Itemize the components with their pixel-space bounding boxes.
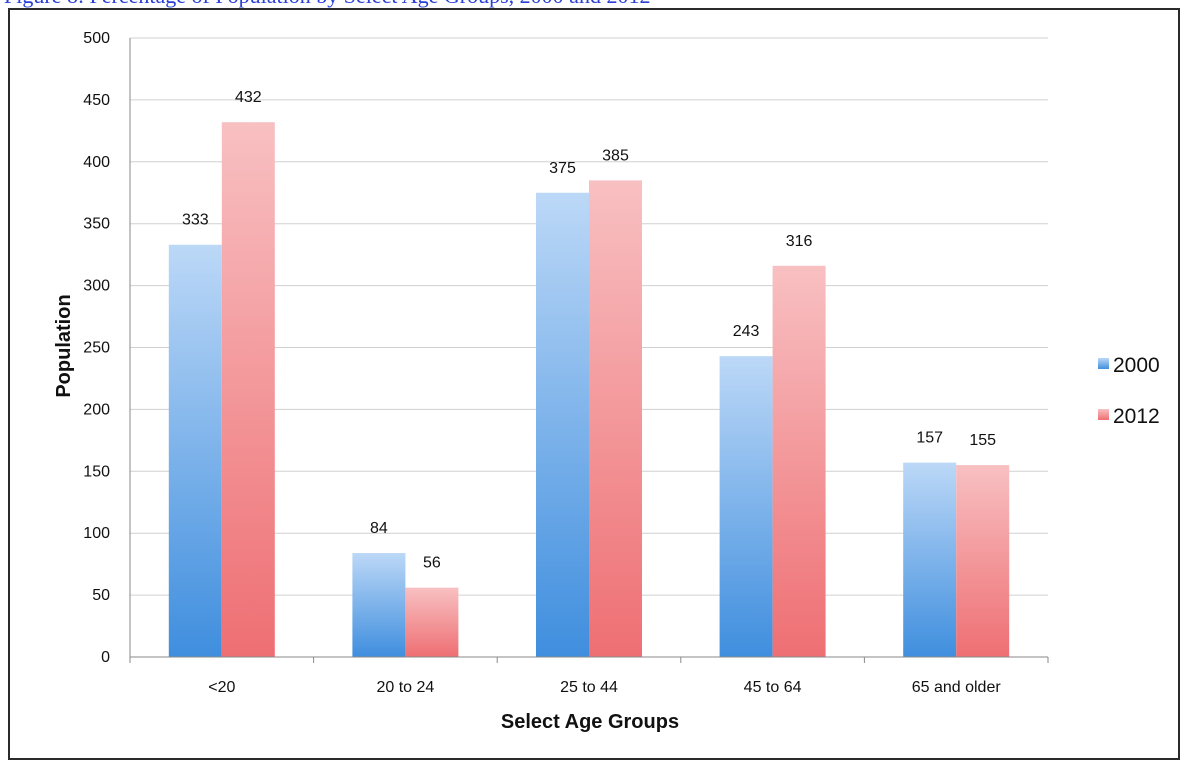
legend-label-2000: 2000 (1113, 354, 1160, 377)
bars (168, 122, 1010, 657)
y-tick-label: 200 (83, 401, 110, 418)
data-label: 385 (602, 147, 629, 164)
bar-2000 (903, 462, 957, 657)
legend-swatch-2000 (1098, 358, 1109, 369)
x-axis-title: Select Age Groups (501, 711, 679, 733)
bar-2012 (956, 465, 1010, 657)
y-tick-label: 450 (83, 92, 110, 109)
bar-2000 (168, 244, 222, 657)
x-tick-label: 20 to 24 (376, 679, 434, 696)
chart-frame (8, 8, 1180, 760)
data-label: 316 (786, 233, 813, 250)
y-tick-label: 50 (92, 587, 110, 604)
axes: 0 50 100 150 200 250 300 350 400 450 500 <20 20 to 2… (83, 30, 1049, 696)
y-tick-label: 100 (83, 525, 110, 542)
y-tick-label: 400 (83, 154, 110, 171)
x-tick-label: <20 (208, 679, 235, 696)
bar-2000 (352, 553, 406, 657)
data-labels: 333 432 84 56 375 385 243 316 157 155 (182, 89, 996, 571)
bar-2012 (772, 265, 826, 657)
y-tick-label: 350 (83, 216, 110, 233)
y-axis-title: Population (53, 294, 75, 397)
legend-swatch-2012 (1098, 409, 1109, 420)
x-tick-label: 65 and older (912, 679, 1002, 696)
y-tick-label: 300 (83, 278, 110, 295)
figure-caption-strip: Figure 8: Percentage of Population by Se… (0, 0, 1189, 8)
y-tick-label: 150 (83, 463, 110, 480)
bar-2000 (536, 192, 589, 657)
bar-2000 (719, 356, 773, 657)
data-label: 432 (235, 89, 262, 106)
y-tick-label: 250 (83, 340, 110, 357)
legend: 2000 2012 (1098, 354, 1160, 428)
x-tick-label: 45 to 64 (744, 679, 802, 696)
y-tick-label: 500 (83, 30, 110, 47)
bar-2012 (221, 122, 275, 657)
data-label: 243 (733, 323, 760, 340)
bar-2012 (405, 587, 459, 657)
x-tick-label: 25 to 44 (560, 679, 618, 696)
y-tick-label: 0 (101, 649, 110, 666)
legend-label-2012: 2012 (1113, 405, 1160, 428)
figure-caption: Figure 8: Percentage of Population by Se… (4, 0, 650, 8)
bar-2012 (589, 180, 642, 657)
data-label: 157 (916, 430, 943, 447)
data-label: 84 (370, 520, 388, 537)
data-label: 333 (182, 212, 209, 229)
data-label: 375 (549, 160, 576, 177)
data-label: 56 (423, 555, 441, 572)
data-label: 155 (969, 432, 996, 449)
